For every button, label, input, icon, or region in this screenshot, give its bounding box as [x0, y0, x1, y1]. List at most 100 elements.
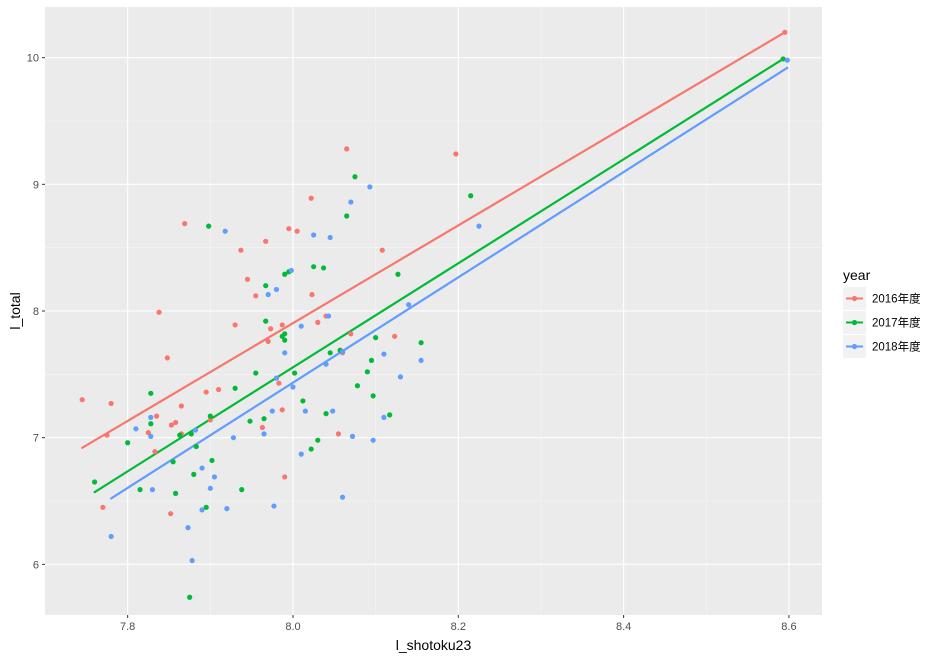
data-point-series-3	[298, 323, 304, 329]
data-point-series-1	[104, 432, 110, 438]
legend-key-point	[851, 295, 858, 302]
y-tick-label: 8	[33, 306, 39, 318]
data-point-series-3	[406, 302, 412, 308]
data-point-series-1	[182, 221, 188, 227]
data-point-series-2	[364, 369, 370, 375]
x-tick-label: 8.4	[616, 621, 631, 633]
major-gridlines	[45, 7, 822, 615]
data-point-series-1	[308, 195, 314, 201]
data-point-series-1	[253, 293, 259, 299]
data-point-series-1	[232, 322, 238, 328]
data-point-series-3	[418, 357, 424, 363]
x-tick-label: 7.8	[120, 621, 135, 633]
data-point-series-3	[133, 426, 139, 432]
data-point-series-2	[282, 337, 288, 343]
legend-entry-label: 2018年度	[872, 340, 921, 354]
y-tick-label: 10	[27, 53, 39, 65]
data-point-series-2	[368, 357, 375, 363]
data-point-series-3	[327, 234, 333, 241]
legend-entry-label: 2017年度	[872, 316, 921, 330]
data-point-series-3	[282, 350, 288, 356]
data-point-series-1	[453, 151, 459, 157]
data-point-series-2	[207, 413, 213, 419]
data-point-series-2	[344, 213, 350, 219]
data-point-series-1	[294, 228, 300, 234]
data-point-series-1	[259, 424, 265, 431]
trend-line-series-3	[110, 66, 789, 500]
data-point-series-2	[137, 487, 143, 493]
data-point-series-1	[153, 413, 160, 419]
data-point-series-2	[173, 490, 179, 496]
data-point-series-2	[395, 271, 401, 277]
data-point-series-1	[178, 403, 184, 409]
data-point-series-1	[276, 380, 282, 386]
y-axis-ticks: 6 7 8 9 10	[27, 53, 45, 571]
y-axis-title: l_total	[7, 292, 23, 329]
data-point-series-2	[263, 318, 269, 324]
data-point-series-3	[349, 433, 356, 439]
data-point-series-3	[339, 494, 346, 500]
data-point-series-1	[265, 338, 271, 344]
data-point-series-1	[156, 309, 162, 315]
data-point-series-1	[335, 431, 342, 437]
data-point-series-1	[168, 422, 175, 428]
data-point-series-1	[282, 474, 288, 480]
data-point-series-2	[387, 412, 393, 418]
data-point-series-2	[125, 440, 131, 446]
data-point-series-2	[193, 443, 199, 450]
data-point-series-3	[273, 286, 280, 293]
data-point-series-2	[148, 390, 154, 396]
data-point-series-2	[323, 411, 329, 417]
data-point-series-3	[339, 348, 346, 355]
data-point-series-3	[222, 228, 228, 234]
data-point-series-2	[206, 223, 212, 229]
data-point-series-1	[238, 247, 244, 253]
data-point-series-3	[148, 414, 154, 420]
data-point-series-2	[232, 385, 238, 391]
data-point-series-2	[320, 265, 327, 271]
x-tick-label: 8.2	[451, 621, 466, 633]
data-point-series-3	[261, 431, 267, 437]
data-point-series-2	[282, 331, 288, 337]
data-point-series-1	[244, 276, 251, 282]
data-point-series-2	[188, 431, 194, 437]
data-point-series-3	[367, 184, 373, 190]
x-tick-label: 8.6	[781, 621, 796, 633]
data-point-series-1	[168, 511, 174, 517]
data-point-series-1	[392, 333, 398, 339]
data-point-series-2	[91, 479, 98, 485]
data-point-series-3	[149, 487, 156, 493]
data-point-series-2	[247, 418, 253, 424]
data-point-series-1	[348, 331, 354, 337]
data-point-series-3	[199, 465, 205, 471]
data-point-series-3	[230, 435, 237, 441]
data-point-series-2	[311, 264, 317, 270]
data-point-series-2	[352, 174, 358, 180]
data-point-series-1	[207, 417, 213, 423]
data-point-series-1	[268, 326, 274, 332]
data-point-series-3	[330, 408, 336, 414]
data-point-series-3	[397, 374, 404, 380]
data-point-series-3	[271, 503, 277, 509]
data-point-series-1	[100, 504, 106, 510]
data-point-series-3	[148, 433, 154, 439]
data-point-series-3	[311, 232, 317, 238]
data-point-series-2	[261, 416, 267, 422]
data-point-series-1	[279, 322, 285, 328]
data-point-series-2	[253, 370, 259, 376]
data-point-series-3	[189, 557, 195, 564]
legend-key-point	[851, 343, 858, 350]
data-point-series-2	[468, 193, 474, 199]
data-point-series-1	[79, 397, 85, 403]
data-point-series-3	[381, 351, 387, 357]
data-point-series-2	[780, 56, 786, 62]
data-point-series-3	[290, 384, 296, 390]
legend: year 2016年度 2017年度 2018年度	[843, 267, 921, 358]
data-point-series-2	[209, 457, 215, 464]
data-point-series-1	[344, 146, 350, 152]
data-point-series-2	[203, 504, 209, 510]
data-point-series-1	[108, 400, 114, 407]
data-point-series-3	[192, 427, 199, 433]
data-point-series-2	[177, 432, 183, 438]
data-point-series-3	[265, 291, 271, 298]
